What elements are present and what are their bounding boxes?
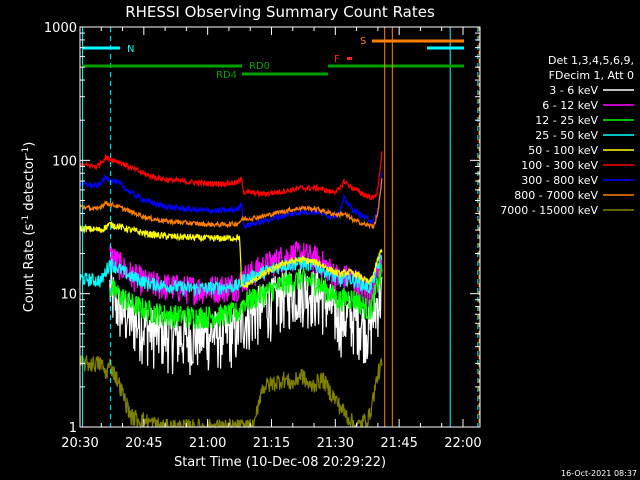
y-tick-label: 100 [52, 154, 77, 169]
x-tick-label: 21:15 [253, 436, 290, 451]
legend-header-line2: FDecim 1, Att 0 [549, 69, 634, 82]
flare-flag-label: F [334, 54, 340, 65]
series-line [79, 221, 383, 289]
legend-entry-label: 300 - 800 keV [521, 174, 598, 187]
x-tick-label: 21:00 [189, 436, 226, 451]
rd4-flag-label: RD4 [216, 70, 237, 81]
chart-title: RHESSI Observing Summary Count Rates [125, 3, 435, 21]
series-line [109, 263, 383, 330]
rd0-flag-label: RD0 [249, 61, 270, 72]
y-tick-label: 1000 [44, 21, 77, 36]
night-flag-label: N [127, 44, 134, 55]
axes: 1 10 100 1000 20:30 20:45 21:00 21:15 21:30 21:45… [44, 21, 482, 451]
y-axis-label: Count Rate (s-1 detector-1) [21, 142, 37, 313]
legend-entry-label: 3 - 6 keV [549, 84, 598, 97]
series-line [79, 354, 383, 430]
legend-entry-label: 6 - 12 keV [542, 99, 598, 112]
legend-entry-label: 50 - 100 keV [528, 144, 598, 157]
series-traces [79, 151, 383, 430]
x-tick-label: 20:30 [61, 436, 98, 451]
x-tick-label: 21:30 [317, 436, 354, 451]
x-tick-label: 21:45 [380, 436, 417, 451]
plot-frame [79, 26, 481, 428]
legend: Det 1,3,4,5,6,9, FDecim 1, Att 0 3 - 6 k… [500, 54, 634, 217]
x-tick-label: 22:00 [444, 436, 481, 451]
timestamp: 16-Oct-2021 08:37 [561, 469, 637, 478]
legend-entry-label: 25 - 50 keV [535, 129, 598, 142]
legend-entry-label: 100 - 300 keV [521, 159, 598, 172]
series-line [79, 151, 383, 201]
series-line [79, 171, 383, 230]
series-line [79, 178, 383, 230]
legend-header-line1: Det 1,3,4,5,6,9, [548, 54, 634, 67]
legend-entry-label: 7000 - 15000 keV [500, 204, 598, 217]
x-tick-label: 20:45 [125, 436, 162, 451]
legend-entry-label: 12 - 25 keV [535, 114, 598, 127]
flare-marker [347, 57, 352, 60]
legend-entry-label: 800 - 7000 keV [514, 189, 598, 202]
observing-flags: N RD0 RD4 F S [82, 27, 480, 427]
series-line [109, 268, 383, 376]
y-tick-label: 1 [69, 421, 77, 436]
x-axis-label: Start Time (10-Dec-08 20:29:22) [174, 455, 386, 470]
y-tick-label: 10 [60, 288, 77, 303]
saa-flag-label: S [360, 36, 366, 47]
